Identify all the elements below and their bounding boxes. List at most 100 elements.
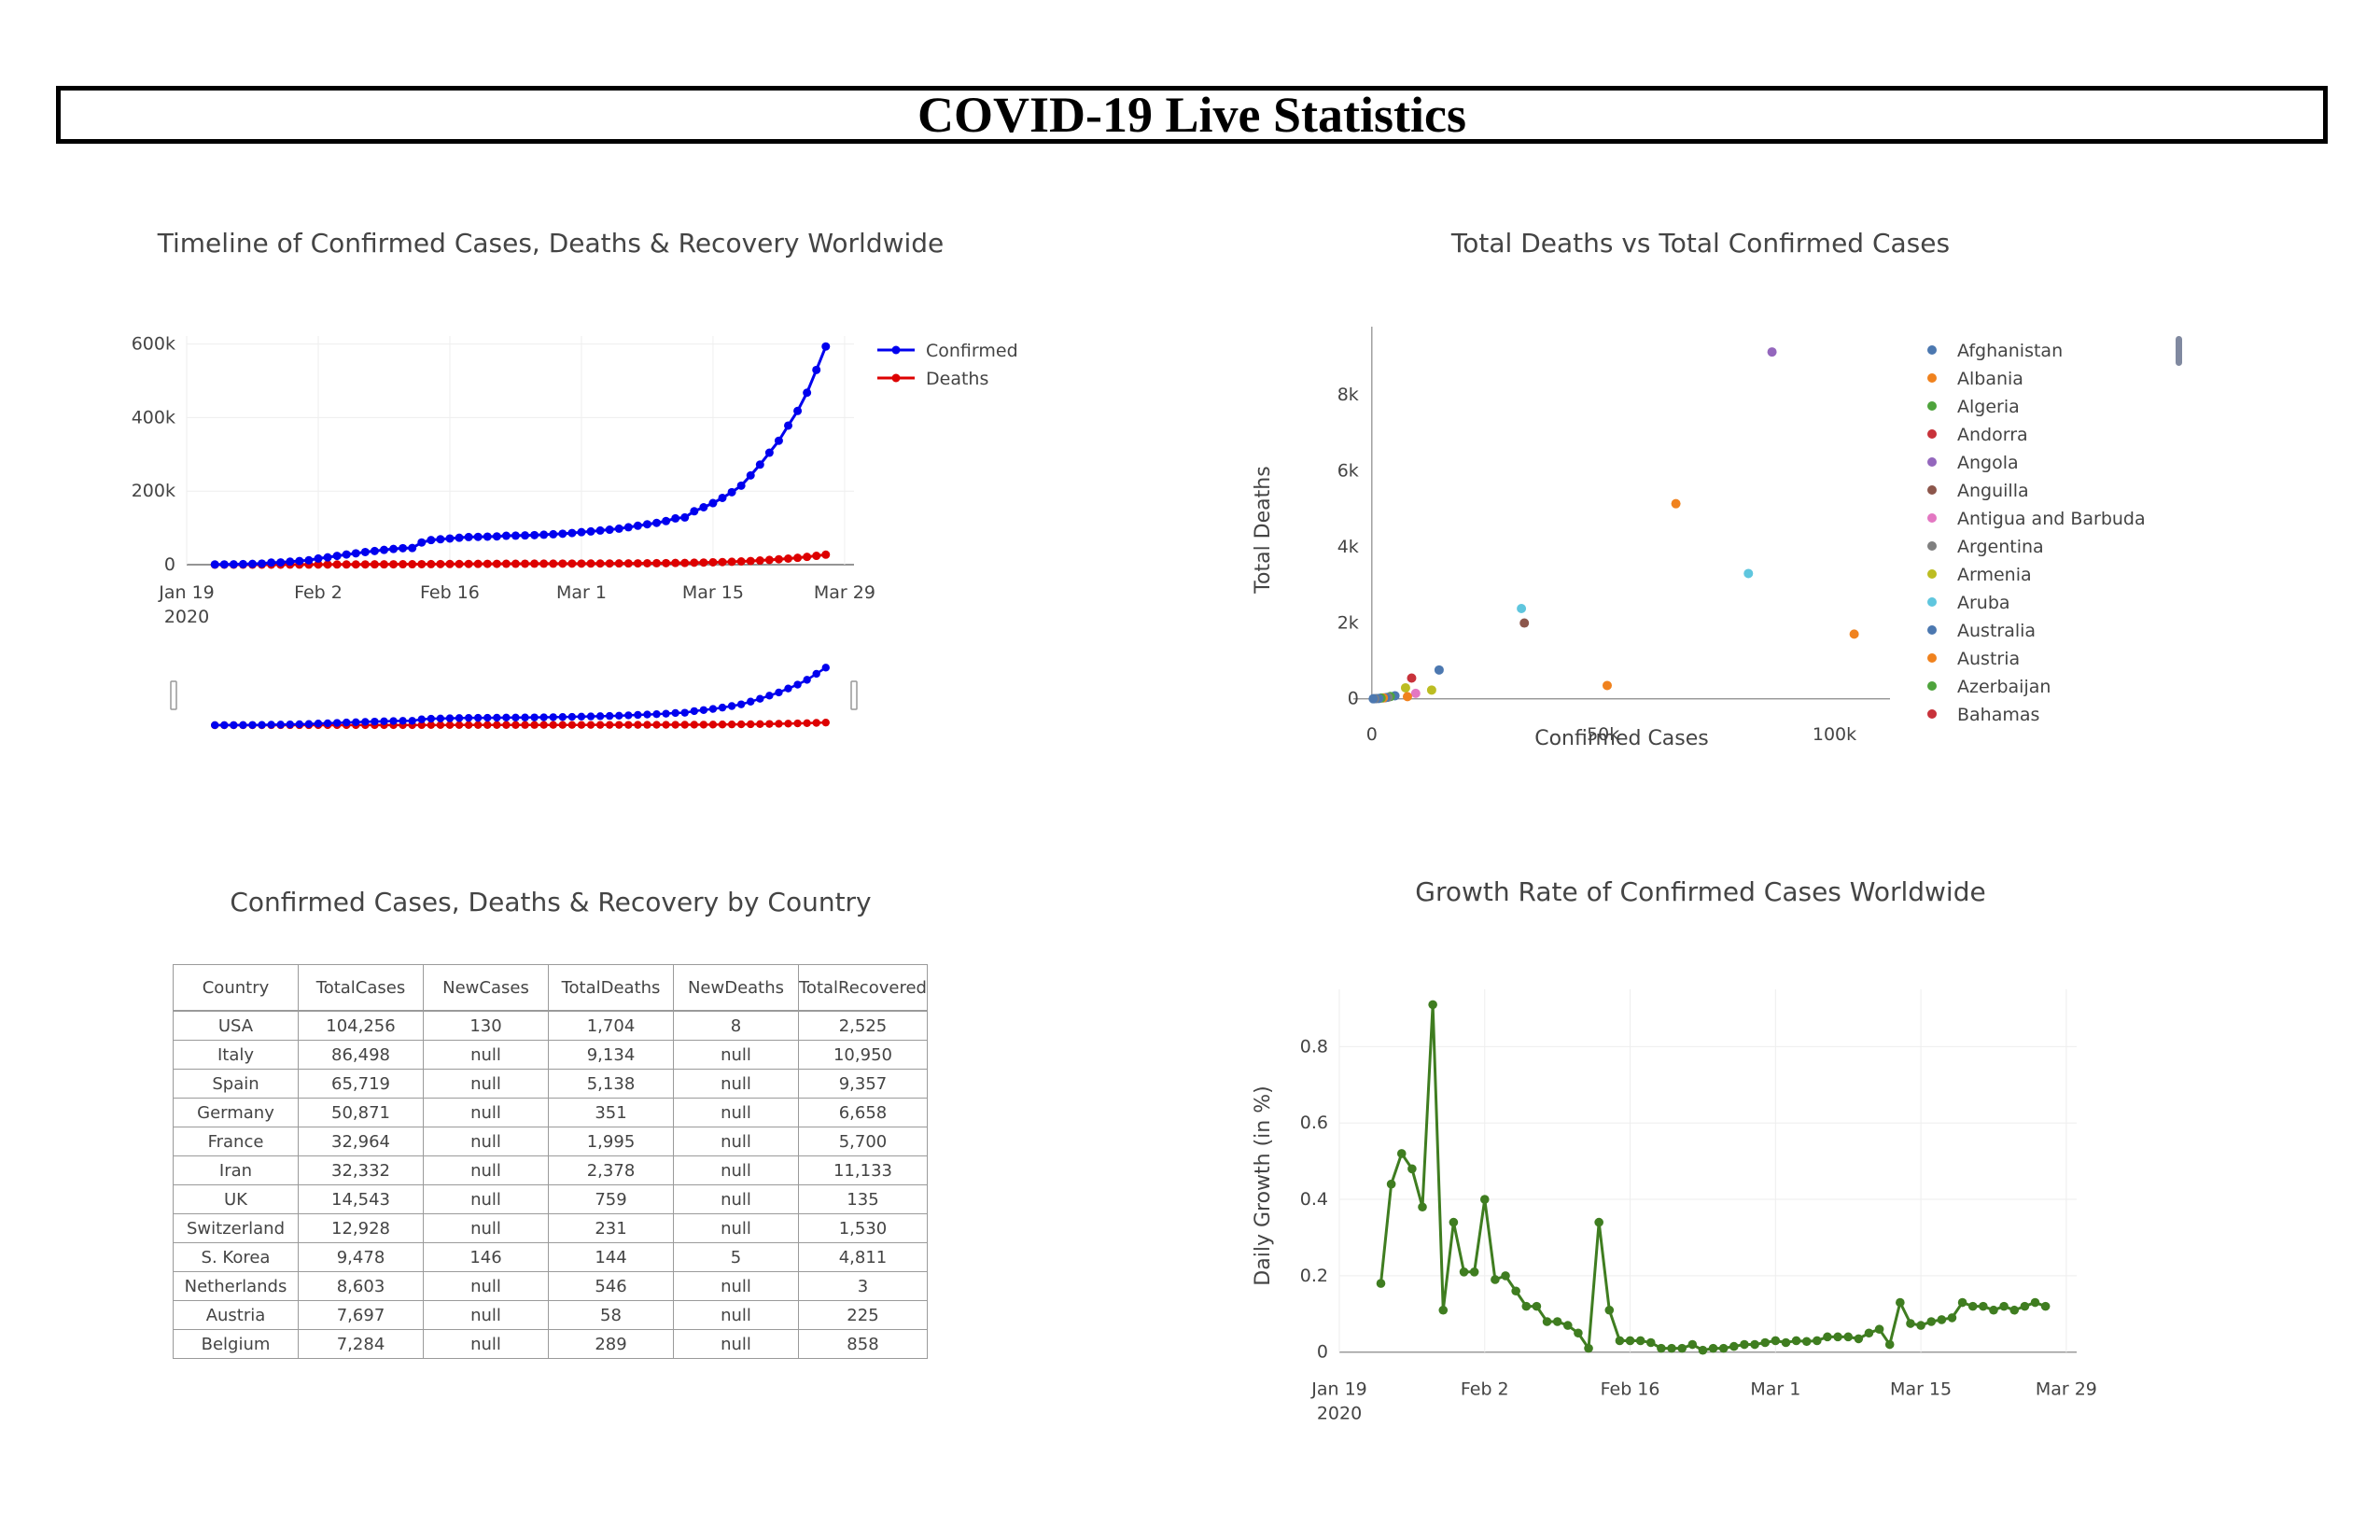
table-cell: null [423, 1040, 549, 1070]
range-slider-point [615, 711, 623, 721]
growth-point [1428, 1000, 1437, 1010]
data-point-deaths [727, 557, 736, 567]
table-cell: 9,357 [798, 1069, 928, 1099]
growth-point [2030, 1297, 2040, 1308]
range-slider-point [727, 720, 736, 729]
scatter-point [1368, 693, 1379, 704]
legend-label: Argentina [1957, 537, 2044, 557]
data-point-confirmed [399, 543, 408, 553]
table-cell: 104,256 [298, 1010, 424, 1041]
legend-label-deaths: Deaths [926, 369, 988, 389]
data-point-deaths [436, 559, 445, 568]
growth-point [1625, 1336, 1635, 1346]
growth-point [1407, 1164, 1417, 1174]
data-point-deaths [455, 559, 464, 568]
growth-rate-chart[interactable]: Growth Rate of Confirmed Cases Worldwide… [1232, 877, 2165, 1456]
data-point-deaths [595, 559, 605, 568]
data-point-deaths [605, 559, 614, 568]
table-row: Switzerland 12,928 null 231 null 1,530 [173, 1213, 928, 1243]
data-point-deaths [803, 553, 812, 562]
data-point-confirmed [727, 487, 736, 497]
data-point-confirmed [586, 526, 595, 536]
timeline-title: Timeline of Confirmed Cases, Deaths & Re… [157, 228, 945, 259]
growth-point [1698, 1345, 1708, 1355]
growth-point [1584, 1343, 1593, 1353]
range-slider-point [417, 715, 426, 723]
range-slider-point [605, 721, 614, 729]
deaths-vs-cases-chart[interactable]: Total Deaths vs Total Confirmed Cases 0 2k… [1213, 205, 2240, 821]
growth-point [1469, 1267, 1479, 1277]
growth-point [1459, 1267, 1469, 1277]
table-header-row: Country TotalCases NewCases TotalDeaths NewD… [173, 964, 928, 1012]
table-cell: USA [173, 1010, 299, 1041]
range-slider-point [408, 717, 416, 725]
range-slider-point [586, 712, 595, 721]
legend-label: Albania [1957, 369, 2023, 389]
data-point-confirmed [417, 538, 427, 547]
table-header-cell: TotalDeaths [548, 964, 674, 1012]
table-row: USA 104,256 130 1,704 8 2,525 [173, 1010, 928, 1041]
legend-label: Azerbaijan [1957, 677, 2051, 697]
table-cell: 144 [548, 1242, 674, 1272]
data-point-deaths [662, 558, 671, 567]
range-slider-point [549, 713, 557, 721]
y-axis-title: Total Deaths [1252, 466, 1275, 594]
range-slider-point [803, 676, 811, 684]
data-point-confirmed [821, 342, 831, 351]
scatter-point [1434, 665, 1444, 675]
scatter-point [1400, 682, 1410, 693]
range-slider-point [662, 709, 670, 718]
range-slider-point [371, 717, 379, 726]
growth-point [1657, 1343, 1666, 1353]
x-tick-label: Mar 1 [1750, 1379, 1800, 1400]
table-cell: null [423, 1329, 549, 1359]
table-cell: S. Korea [173, 1242, 299, 1272]
growth-point [1947, 1313, 1957, 1323]
scatter-point [1767, 347, 1777, 357]
range-slider-point [718, 703, 727, 712]
table-header-cell: TotalCases [298, 964, 424, 1012]
data-point-confirmed [699, 502, 708, 511]
range-slider-point [361, 718, 370, 726]
growth-point [1957, 1297, 1967, 1308]
y-tick-label: 6k [1337, 461, 1359, 482]
range-slider-point [736, 720, 746, 729]
data-point-confirmed [642, 520, 651, 529]
data-point-deaths [360, 560, 370, 569]
range-slider-point [427, 721, 436, 730]
y-tick-label: 400k [132, 407, 175, 427]
range-slider-point [793, 719, 802, 728]
data-point-confirmed [351, 549, 360, 558]
range-slider-point [634, 721, 642, 729]
table-cell: 86,498 [298, 1040, 424, 1070]
data-point-confirmed [304, 555, 314, 565]
scatter-point [1407, 673, 1417, 683]
data-point-deaths [746, 556, 755, 566]
range-slider-point [671, 708, 679, 718]
timeline-chart[interactable]: Timeline of Confirmed Cases, Deaths & Re… [112, 205, 1045, 765]
data-point-confirmed [577, 527, 586, 537]
data-point-confirmed [464, 532, 473, 541]
table-cell: 546 [548, 1271, 674, 1301]
data-point-deaths [614, 559, 623, 568]
range-slider-point [699, 721, 708, 729]
data-point-confirmed [746, 470, 755, 480]
range-slider-point [267, 721, 275, 729]
table-row: Italy 86,498 null 9,134 null 10,950 [173, 1040, 928, 1070]
range-slider-point [455, 721, 464, 730]
table-cell: Germany [173, 1098, 299, 1127]
data-point-confirmed [803, 388, 812, 398]
growth-line [1379, 1004, 2047, 1352]
data-point-deaths [755, 556, 764, 566]
data-point-confirmed [680, 512, 690, 522]
range-slider-point [624, 711, 633, 720]
data-point-confirmed [774, 436, 783, 445]
range-slider-point [286, 720, 294, 729]
range-slider-point [511, 721, 520, 729]
range-slider-point [803, 719, 811, 727]
y-tick-label: 0.6 [1300, 1113, 1328, 1133]
data-point-confirmed [436, 535, 445, 544]
table-cell: null [423, 1213, 549, 1243]
table-cell: 58 [548, 1300, 674, 1330]
data-point-confirmed [408, 543, 417, 553]
